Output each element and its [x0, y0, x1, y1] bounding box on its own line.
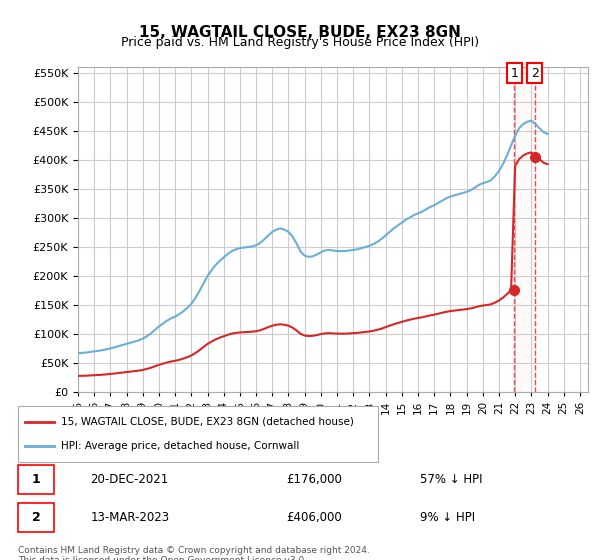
FancyBboxPatch shape: [18, 465, 54, 494]
Text: 57% ↓ HPI: 57% ↓ HPI: [420, 473, 482, 486]
Text: £176,000: £176,000: [286, 473, 342, 486]
Text: 15, WAGTAIL CLOSE, BUDE, EX23 8GN (detached house): 15, WAGTAIL CLOSE, BUDE, EX23 8GN (detac…: [61, 417, 354, 427]
Bar: [514, 67, 535, 392]
Text: 15, WAGTAIL CLOSE, BUDE, EX23 8GN: 15, WAGTAIL CLOSE, BUDE, EX23 8GN: [139, 25, 461, 40]
Text: 2: 2: [32, 511, 41, 524]
Text: £406,000: £406,000: [286, 511, 341, 524]
Text: 13-MAR-2023: 13-MAR-2023: [91, 511, 170, 524]
FancyBboxPatch shape: [18, 503, 54, 531]
Text: Price paid vs. HM Land Registry's House Price Index (HPI): Price paid vs. HM Land Registry's House …: [121, 36, 479, 49]
Text: 1: 1: [511, 67, 518, 80]
Text: Contains HM Land Registry data © Crown copyright and database right 2024.
This d: Contains HM Land Registry data © Crown c…: [18, 546, 370, 560]
Text: 9% ↓ HPI: 9% ↓ HPI: [420, 511, 475, 524]
Text: 1: 1: [32, 473, 41, 486]
Text: 20-DEC-2021: 20-DEC-2021: [91, 473, 169, 486]
FancyBboxPatch shape: [18, 406, 378, 462]
Text: 2: 2: [530, 67, 539, 80]
Text: HPI: Average price, detached house, Cornwall: HPI: Average price, detached house, Corn…: [61, 441, 299, 451]
